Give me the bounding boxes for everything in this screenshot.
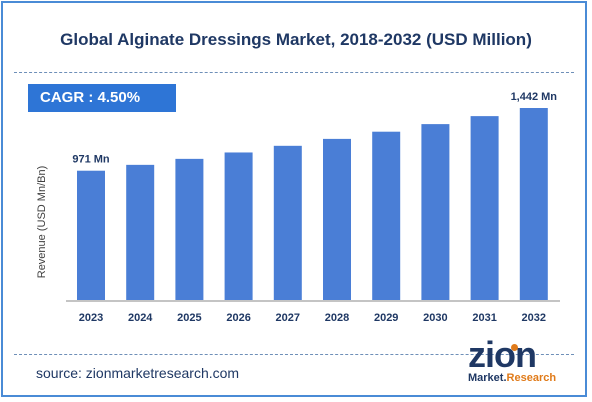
cagr-label: CAGR : — [40, 89, 94, 106]
x-tick-label: 2027 — [276, 312, 300, 324]
bar-2029 — [372, 131, 401, 300]
data-labels: 971 Mn 1,442 Mn — [72, 91, 557, 166]
zion-logo: zion Market.Research — [454, 334, 564, 388]
cagr-value: 4.50% — [97, 89, 141, 106]
x-tick-label: 2031 — [472, 312, 496, 324]
bar-2031 — [470, 116, 499, 300]
title-divider — [14, 72, 574, 73]
bar-2025 — [175, 158, 204, 300]
x-tick-label: 2025 — [177, 312, 201, 324]
x-tick-label: 2030 — [423, 312, 447, 324]
data-label: 1,442 Mn — [511, 91, 558, 103]
x-tick-label: 2026 — [226, 312, 250, 324]
x-tick-label: 2029 — [374, 312, 398, 324]
logo-subtitle: Market.Research — [468, 372, 557, 384]
bar-2030 — [421, 124, 450, 300]
footer-divider — [14, 354, 574, 355]
chart-title: Global Alginate Dressings Market, 2018-2… — [60, 30, 532, 49]
x-tick-label: 2032 — [522, 312, 546, 324]
bars-group — [77, 108, 548, 300]
x-tick-labels: 2023 2024 2025 2026 2027 2028 2029 2030 2031 2032 — [79, 312, 546, 324]
logo-wordmark: zion — [468, 334, 537, 375]
cagr-badge: CAGR : 4.50% — [28, 84, 176, 112]
x-tick-label: 2028 — [325, 312, 349, 324]
x-tick-label: 2023 — [79, 312, 103, 324]
source-text: source: zionmarketresearch.com — [36, 365, 240, 381]
bar-2028 — [323, 138, 351, 300]
logo-dot-icon — [511, 344, 518, 351]
bar-2032 — [519, 108, 548, 300]
bar-2023 — [77, 170, 105, 300]
x-tick-label: 2024 — [128, 312, 153, 324]
data-label: 971 Mn — [72, 154, 110, 166]
bar-2024 — [126, 164, 155, 300]
bar-2026 — [224, 152, 253, 300]
bar-2027 — [273, 145, 302, 300]
